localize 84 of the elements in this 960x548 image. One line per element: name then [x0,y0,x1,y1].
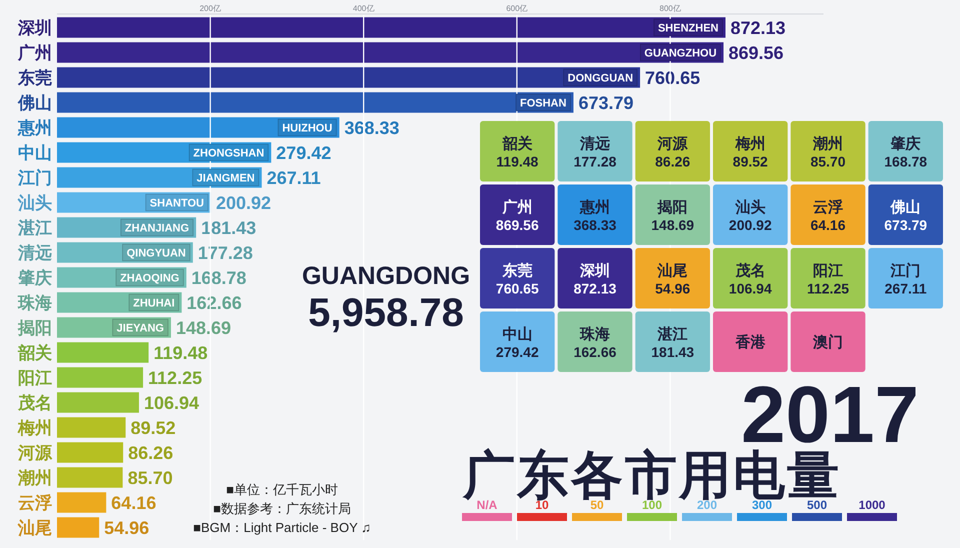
category-label: 300 [752,498,772,512]
y-tick-label: 湛江 [17,218,52,238]
annotation: ■数据参考：广东统计局 [213,501,351,516]
annotation: HUIZHOU [282,122,332,134]
y-tick-label: 韶关 [17,344,52,362]
bar [57,92,574,113]
bar [57,42,724,63]
y-tick-label: 汕尾 [17,518,52,538]
data-label: 279.42 [276,143,332,163]
y-tick-label: 惠州 [17,118,52,138]
data-label: 267.11 [266,168,321,188]
y-tick-label: 河源 [17,444,53,462]
category-label: 50 [590,498,604,512]
annotation: QINGYUAN [126,248,186,260]
data-label: 168.78 [191,268,246,288]
bar [57,67,640,88]
y-tick-label: 揭阳 [17,318,52,338]
y-tick-label: 佛山 [17,94,52,112]
data-label: 162.66 [186,293,242,313]
y-tick-label: 珠海 [17,294,52,312]
bar [57,467,123,488]
legend-item: 500 [792,498,842,521]
annotation: ZHUHAI [133,298,175,310]
legend-item: 1000 [847,498,897,521]
data-label: 86.26 [128,443,174,463]
data-label: 106.94 [144,393,200,413]
data-label: 872.13 [730,18,786,38]
bar [57,492,106,513]
y-tick-label: 东莞 [17,68,52,88]
y-tick-label: 茂名 [17,394,52,412]
y-tick-label: 清远 [17,244,52,262]
data-label: 673.79 [578,93,634,113]
data-label: 64.16 [111,493,156,513]
bar [57,367,144,388]
data-label: 760.65 [645,68,700,88]
y-tick-label: 云浮 [18,494,52,512]
category-label: 1000 [858,498,886,512]
legend-item: 300 [737,498,787,521]
bar [57,392,139,413]
category-label: 500 [806,498,828,512]
data-label: 869.56 [728,43,784,63]
y-tick-label: 中山 [18,144,52,162]
annotation: ■BGM：Light Particle - BOY ♫ [193,520,371,535]
data-label: 181.43 [201,218,256,238]
annotation: SHENZHEN [658,22,719,34]
annotation: GUANGDONG [302,262,470,290]
annotation: ZHANJIANG [124,222,190,234]
x-tick-label: 600亿 [506,4,528,13]
y-tick-label: 肇庆 [17,268,52,288]
data-label: 85.70 [128,468,173,488]
bar [57,442,124,463]
bar [57,342,149,363]
y-tick-label: 深圳 [17,18,52,38]
y-tick-label: 阳江 [18,368,52,388]
annotation: JIANGMEN [196,172,255,184]
bar [57,517,100,538]
annotation: JIEYANG [116,322,164,334]
annotation: FOSHAN [520,98,567,110]
data-label: 148.69 [176,318,232,338]
y-tick-label: 潮州 [17,468,52,488]
annotation: SHANTOU [150,198,204,210]
data-label: 119.48 [154,343,208,363]
annotation: ZHAOQING [120,272,180,284]
y-tick-label: 汕头 [17,194,52,212]
y-tick-label: 江门 [17,168,52,188]
annotation: ■单位：亿千瓦小时 [226,482,338,497]
data-label: 89.52 [130,418,176,438]
y-tick-label: 梅州 [17,418,52,438]
data-label: 177.28 [198,243,253,263]
y-tick-label: 广州 [17,44,52,62]
annotation: GUANGZHOU [644,48,717,60]
data-label: 54.96 [104,518,150,538]
x-tick-label: 800亿 [660,4,681,13]
bar [57,417,126,438]
bar [57,17,726,38]
category-label: N/A [476,498,498,512]
data-label: 368.33 [344,118,400,138]
data-label: 200.92 [216,193,272,213]
annotation: 5,958.78 [308,291,464,335]
data-label: 112.25 [148,368,202,388]
x-tick-label: 400亿 [352,4,374,13]
annotation: ZHONGSHAN [193,148,264,160]
x-tick-label: 200亿 [200,4,221,13]
annotation: DONGGUAN [568,72,634,84]
